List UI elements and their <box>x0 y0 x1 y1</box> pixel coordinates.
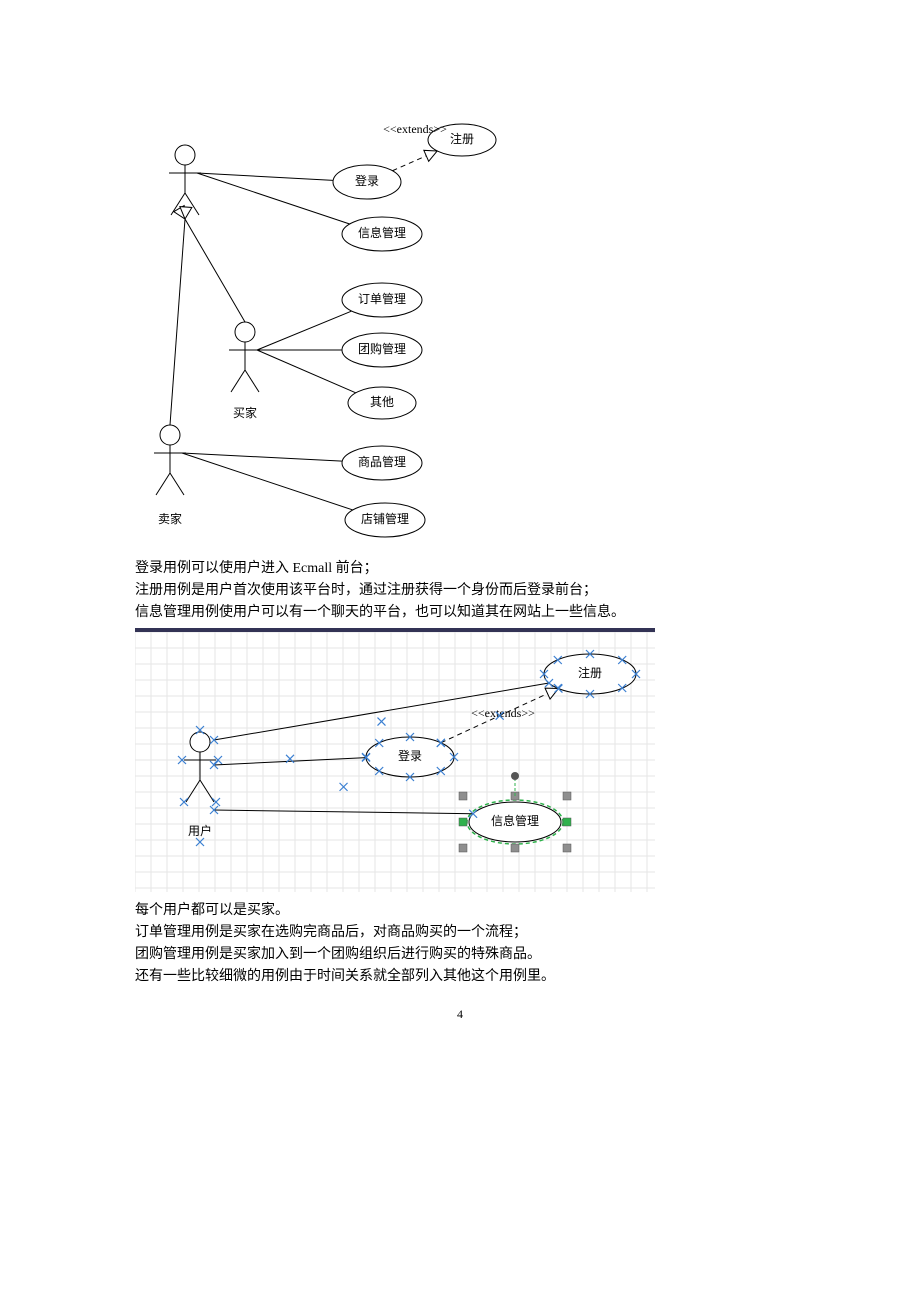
paragraph-2-line-3: 团购管理用例是买家加入到一个团购组织后进行购买的特殊商品。 <box>135 944 800 966</box>
paragraph-2-line-1: 每个用户都可以是买家。 <box>135 900 800 922</box>
paragraph-1: 登录用例可以使用户进入 Ecmall 前台； 注册用例是用户首次使用该平台时，通… <box>135 558 800 624</box>
svg-text:<<extends>>: <<extends>> <box>383 122 447 136</box>
paragraph-2-line-2: 订单管理用例是买家在选购完商品后，对商品购买的一个流程； <box>135 922 800 944</box>
svg-text:信息管理: 信息管理 <box>358 225 406 240</box>
paragraph-1-line-2: 注册用例是用户首次使用该平台时，通过注册获得一个身份而后登录前台； <box>135 580 800 602</box>
svg-text:买家: 买家 <box>233 405 257 420</box>
svg-text:团购管理: 团购管理 <box>358 341 406 356</box>
svg-text:注册: 注册 <box>450 131 474 146</box>
paragraph-1-line-3: 信息管理用例使用户可以有一个聊天的平台，也可以知道其在网站上一些信息。 <box>135 602 800 624</box>
svg-text:用户: 用户 <box>188 823 212 838</box>
svg-text:登录: 登录 <box>398 748 422 763</box>
usecase-diagram-2: 用户注册登录信息管理<<extends>> <box>135 628 655 892</box>
paragraph-2-line-4: 还有一些比较细微的用例由于时间关系就全部列入其他这个用例里。 <box>135 966 800 988</box>
paragraph-2: 每个用户都可以是买家。 订单管理用例是买家在选购完商品后，对商品购买的一个流程；… <box>135 900 800 988</box>
page: 买家卖家注册登录信息管理订单管理团购管理其他商品管理店铺管理<<extends>… <box>0 0 920 1052</box>
svg-text:信息管理: 信息管理 <box>491 813 539 828</box>
svg-text:其他: 其他 <box>370 395 394 409</box>
svg-text:店铺管理: 店铺管理 <box>361 511 409 526</box>
svg-text:登录: 登录 <box>355 173 379 188</box>
page-number: 4 <box>0 1007 920 1022</box>
svg-text:注册: 注册 <box>578 665 602 680</box>
paragraph-1-line-1: 登录用例可以使用户进入 Ecmall 前台； <box>135 558 800 580</box>
svg-text:商品管理: 商品管理 <box>358 454 406 469</box>
svg-text:卖家: 卖家 <box>158 511 182 526</box>
usecase-diagram-1: 买家卖家 注册登录信息管理订单管理团购管理其他商品管理店铺管理 <<extends>… <box>135 90 655 550</box>
svg-text:订单管理: 订单管理 <box>358 291 406 306</box>
